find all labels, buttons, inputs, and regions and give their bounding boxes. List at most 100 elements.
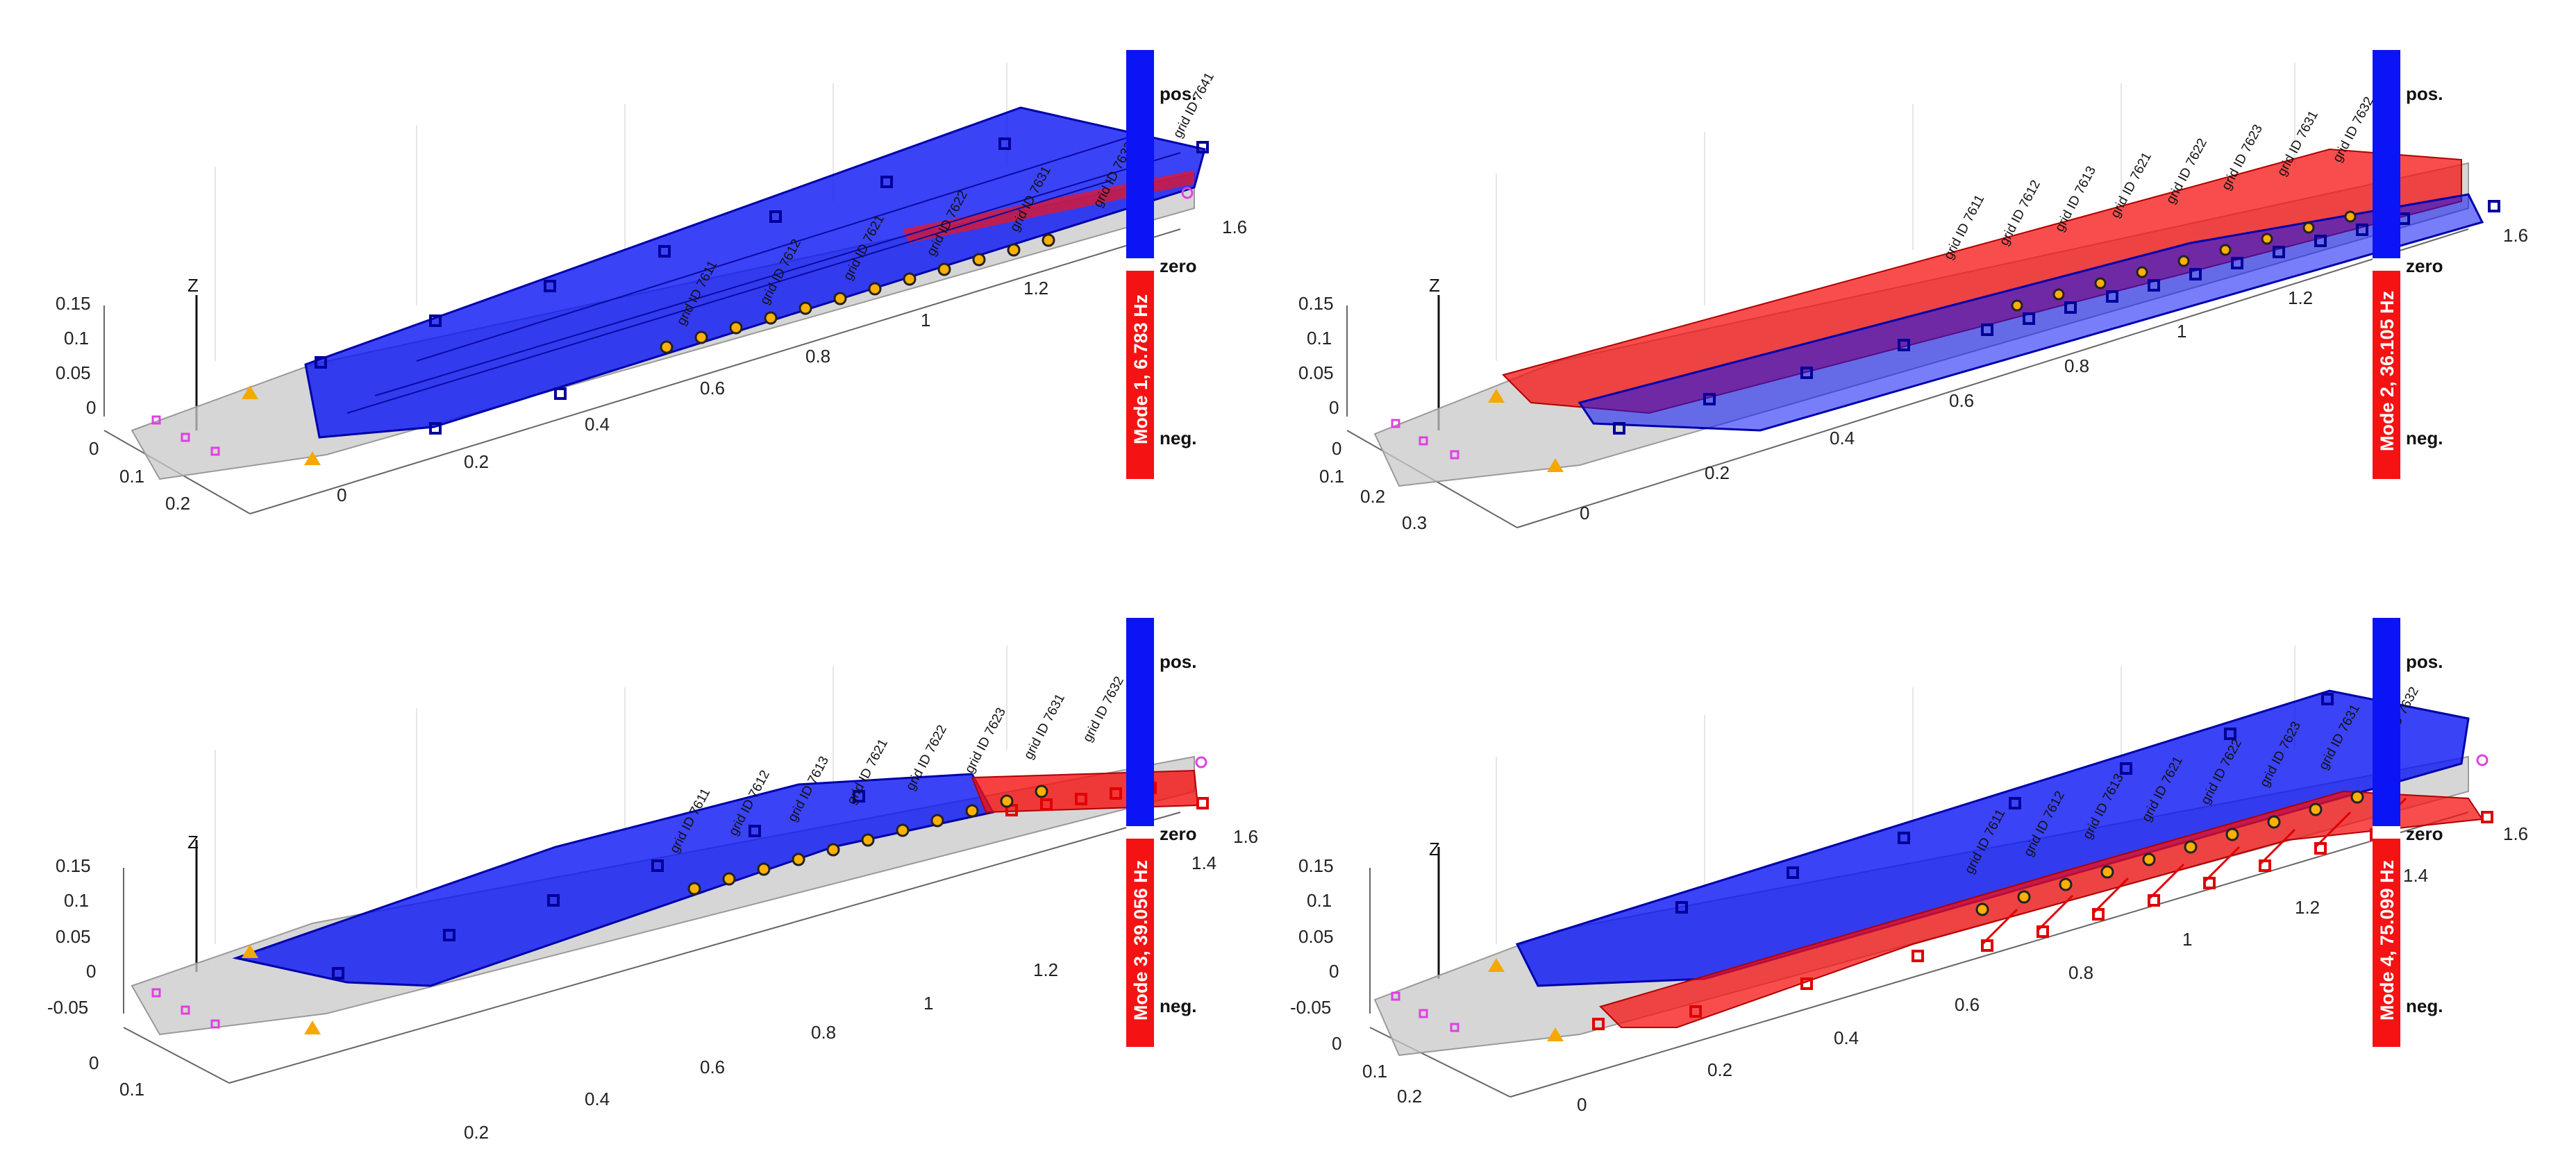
deformed-wing-surface xyxy=(232,773,995,987)
x-ticks: 0 0.2 0.4 0.6 0.8 1 1.2 1.6 xyxy=(249,217,1247,514)
z-tick: 0 xyxy=(86,961,96,982)
magenta-markers xyxy=(151,756,1207,1029)
x-tick: 1.2 xyxy=(1023,278,1048,299)
colorbar-negative xyxy=(2373,271,2400,479)
red-spar-lines xyxy=(1981,797,2407,946)
x-tick: 1.2 xyxy=(2295,897,2320,918)
z-axis-label: Z xyxy=(1429,839,1440,859)
x-tick: 0.6 xyxy=(700,1057,725,1077)
z-tick: 0 xyxy=(1329,961,1339,982)
x-tick: 0.2 xyxy=(1707,1059,1732,1080)
x-tick: 1 xyxy=(921,310,930,330)
circle-markers xyxy=(2011,210,2357,312)
orange-markers xyxy=(242,944,321,1034)
y-tick: 0 xyxy=(89,1052,99,1073)
x-tick: 0.6 xyxy=(1955,994,1980,1015)
x-tick: 0.8 xyxy=(811,1022,836,1043)
y-tick: 0.3 xyxy=(1402,512,1427,533)
z-tick: 0.15 xyxy=(56,855,91,876)
x-tick: 0.2 xyxy=(1705,462,1730,483)
x-tick: 1.6 xyxy=(1233,826,1258,847)
x-tick: 1.4 xyxy=(1191,853,1216,873)
mode-2-plot: Z 0.15 0.1 0.05 0 0 0.1 0.2 0.3 0 0.2 0.… xyxy=(1298,50,2528,533)
z-tick: 0.1 xyxy=(64,890,89,911)
colorbar-neg-label: neg. xyxy=(1160,428,1196,448)
x-tick: 1.2 xyxy=(2288,287,2313,308)
mode-2-panel: Z 0.15 0.1 0.05 0 0 0.1 0.2 0.3 0 0.2 0.… xyxy=(1288,0,2576,583)
mode-3-panel: Z 0.15 0.1 0.05 0 -0.05 0 0.1 0.2 0.4 0.… xyxy=(0,583,1288,1166)
x-ticks: 0 0.2 0.4 0.6 0.8 1 1.2 1.4 1.6 xyxy=(1509,812,2528,1115)
x-tick: 1 xyxy=(2182,929,2192,950)
negative-region xyxy=(1502,148,2462,414)
colorbar-zero-label: zero xyxy=(1160,823,1196,844)
colorbar-neg-label: neg. xyxy=(2406,428,2443,448)
y-tick: 0.2 xyxy=(1360,486,1385,507)
z-tick: 0.05 xyxy=(56,926,91,947)
colorbar-zero xyxy=(1126,826,1154,839)
z-axis-label: Z xyxy=(187,275,199,296)
y-tick: 0.2 xyxy=(165,493,190,514)
grid-id-label: grid ID 7641 xyxy=(1171,70,1217,140)
z-tick: -0.05 xyxy=(1290,997,1331,1018)
mode-1-plot: Z 0.15 0.1 0.05 0 0 0.1 0.2 0 0.2 0.4 0.… xyxy=(56,50,1247,514)
colorbar-zero-label: zero xyxy=(1160,255,1196,276)
magenta-markers xyxy=(151,187,1194,456)
z-tick: 0.05 xyxy=(56,362,91,383)
x-tick: 0.8 xyxy=(805,346,830,367)
x-tick: 0 xyxy=(337,485,346,505)
y-ticks: 0 0.1 xyxy=(89,1027,230,1100)
colorbar-negative xyxy=(1126,839,1154,1047)
colorbar-positive xyxy=(2373,50,2400,258)
z-ticks: 0.15 0.1 0.05 0 -0.05 xyxy=(1290,855,1371,1018)
y-tick: 0.1 xyxy=(1319,466,1344,487)
circle-markers xyxy=(660,233,1055,354)
colorbar-zero-label: zero xyxy=(2406,255,2443,276)
mode-1-panel: Z 0.15 0.1 0.05 0 0 0.1 0.2 0 0.2 0.4 0.… xyxy=(0,0,1288,583)
y-tick: 0.1 xyxy=(119,466,144,487)
x-tick: 0.4 xyxy=(585,1089,610,1109)
orange-markers xyxy=(1488,389,1564,472)
node-markers xyxy=(332,790,865,980)
x-tick: 0.8 xyxy=(2064,355,2089,376)
colorbar-pos-label: pos. xyxy=(2406,83,2443,104)
grid-id-label: grid ID 7631 xyxy=(1021,691,1068,762)
colorbar-neg-label: neg. xyxy=(2406,996,2443,1016)
z-tick: 0.15 xyxy=(1298,293,1334,314)
z-ticks: 0.15 0.1 0.05 0 -0.05 xyxy=(47,855,124,1018)
negative-region xyxy=(903,170,1194,243)
y-tick: 0 xyxy=(1332,438,1341,459)
mode-4-plot: Z 0.15 0.1 0.05 0 -0.05 0 0.1 0.2 0 0.2 … xyxy=(1290,618,2528,1115)
x-tick: 1 xyxy=(923,993,933,1014)
colorbar: pos. zero neg. Mode 1, 6.783 Hz xyxy=(1126,50,1196,479)
z-tick: 0.1 xyxy=(1307,890,1332,911)
x-tick: 0.4 xyxy=(1834,1027,1859,1048)
orange-markers xyxy=(242,385,321,465)
colorbar: pos. zero neg. Mode 4, 75.099 Hz xyxy=(2373,618,2443,1047)
x-tick: 1.4 xyxy=(2403,865,2428,886)
x-tick: 1.2 xyxy=(1033,959,1058,980)
circle-markers xyxy=(687,784,1048,896)
z-ticks: 0.15 0.1 0.05 0 xyxy=(56,293,105,418)
z-tick: 0 xyxy=(1329,397,1339,418)
mode-label: Mode 2, 36.105 Hz xyxy=(2377,291,2398,451)
colorbar-positive xyxy=(1126,50,1154,258)
deformed-wing-surface xyxy=(1515,689,2470,987)
colorbar-pos-label: pos. xyxy=(2406,651,2443,672)
x-ticks: 0 0.2 0.4 0.6 0.8 1 1.2 1.6 xyxy=(1516,225,2528,528)
z-ticks: 0.15 0.1 0.05 0 xyxy=(1298,293,1348,418)
z-tick: 0.05 xyxy=(1298,362,1334,383)
spar-lines xyxy=(346,131,1181,414)
colorbar: pos. zero neg. Mode 3, 39.056 Hz xyxy=(1126,618,1196,1047)
x-tick: 0 xyxy=(1577,1094,1587,1115)
x-tick: 0.2 xyxy=(464,451,489,472)
x-tick: 0.4 xyxy=(585,414,610,435)
orange-markers xyxy=(1488,958,1564,1041)
z-axis-label: Z xyxy=(187,832,199,853)
x-tick: 0.4 xyxy=(1830,428,1855,448)
magenta-markers xyxy=(1391,419,1460,460)
z-tick: 0.15 xyxy=(1298,855,1334,876)
colorbar-zero-label: zero xyxy=(2406,823,2443,844)
deformed-wing-surface xyxy=(304,106,1206,439)
z-tick: 0.1 xyxy=(1307,328,1332,349)
y-tick: 0.1 xyxy=(119,1079,144,1100)
